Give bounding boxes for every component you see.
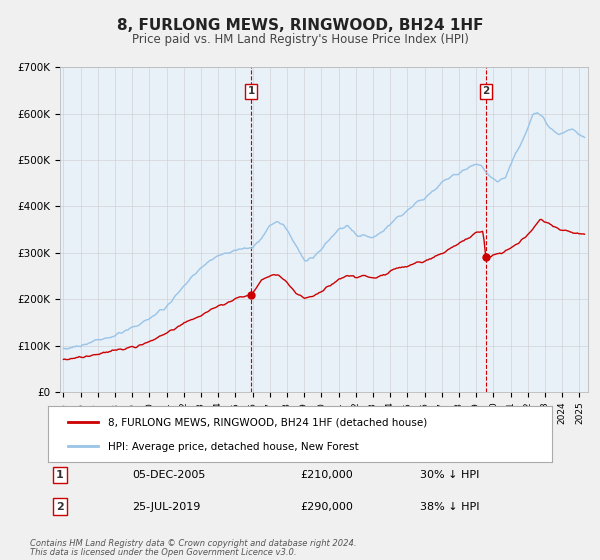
Text: HPI: Average price, detached house, New Forest: HPI: Average price, detached house, New … [109,442,359,452]
Text: £210,000: £210,000 [300,470,353,480]
Text: 25-JUL-2019: 25-JUL-2019 [132,502,200,512]
Text: 1: 1 [248,86,255,96]
Text: 38% ↓ HPI: 38% ↓ HPI [420,502,479,512]
Text: £290,000: £290,000 [300,502,353,512]
Text: 05-DEC-2005: 05-DEC-2005 [132,470,205,480]
Text: Contains HM Land Registry data © Crown copyright and database right 2024.: Contains HM Land Registry data © Crown c… [30,539,356,548]
Text: This data is licensed under the Open Government Licence v3.0.: This data is licensed under the Open Gov… [30,548,296,557]
Text: 8, FURLONG MEWS, RINGWOOD, BH24 1HF: 8, FURLONG MEWS, RINGWOOD, BH24 1HF [117,18,483,32]
Text: 30% ↓ HPI: 30% ↓ HPI [420,470,479,480]
Text: 2: 2 [56,502,64,512]
Text: Price paid vs. HM Land Registry's House Price Index (HPI): Price paid vs. HM Land Registry's House … [131,32,469,46]
Text: 2: 2 [482,86,490,96]
Text: 1: 1 [56,470,64,480]
Text: 8, FURLONG MEWS, RINGWOOD, BH24 1HF (detached house): 8, FURLONG MEWS, RINGWOOD, BH24 1HF (det… [109,418,428,428]
